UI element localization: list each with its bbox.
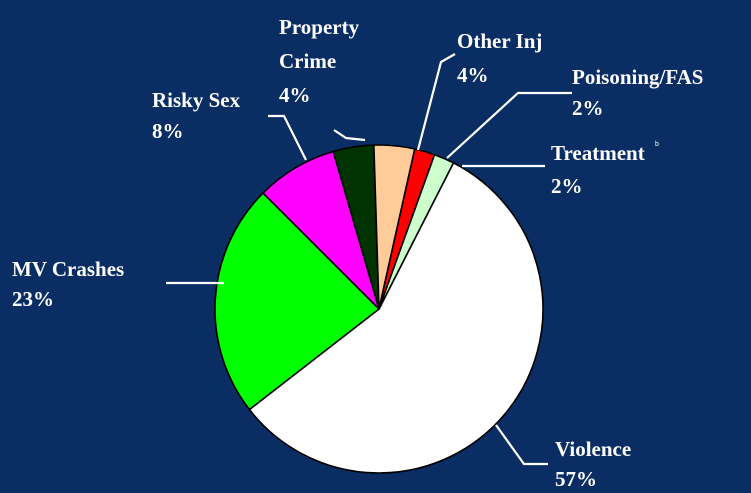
label-property-crime: Property Crime 4% <box>279 15 360 107</box>
pie-slice-violence <box>248 161 544 474</box>
label-risky-sex-percent: 8% <box>152 119 184 143</box>
stray-mark: b <box>655 141 659 148</box>
label-mv-crashes: MV Crashes 23% <box>12 257 124 311</box>
leader-lines <box>166 53 572 466</box>
label-other-inj: Other Inj 4% <box>457 29 542 87</box>
pie-slice-treatment <box>378 153 455 310</box>
label-risky-sex: Risky Sex 8% <box>152 88 241 143</box>
label-violence: Violence 57% <box>555 437 631 491</box>
leader-line-violence <box>495 424 548 466</box>
label-poisoning-fas-percent: 2% <box>572 96 604 120</box>
label-treatment: Treatment 2% <box>551 141 645 198</box>
leader-line-property-crime <box>333 129 366 142</box>
leader-line-other-inj <box>416 53 456 151</box>
label-property-crime-line2: Crime <box>279 49 336 73</box>
pie-slices <box>214 144 544 474</box>
label-violence-percent: 57% <box>555 467 597 491</box>
leader-line-risky-sex <box>268 114 307 161</box>
leader-line-poisoning-fas <box>446 91 572 159</box>
pie-slice-mv-crashes <box>214 191 381 411</box>
label-treatment-percent: 2% <box>551 174 583 198</box>
label-risky-sex-name: Risky Sex <box>152 88 241 112</box>
label-mv-crashes-percent: 23% <box>12 287 54 311</box>
label-mv-crashes-name: MV Crashes <box>12 257 124 281</box>
label-property-crime-percent: 4% <box>279 83 311 107</box>
label-other-inj-name: Other Inj <box>457 29 542 53</box>
label-poisoning-fas-name: Poisoning/FAS <box>572 65 703 89</box>
label-poisoning-fas: Poisoning/FAS 2% <box>572 65 703 120</box>
label-other-inj-percent: 4% <box>457 63 489 87</box>
label-treatment-name: Treatment <box>551 141 645 165</box>
label-violence-name: Violence <box>555 437 631 461</box>
label-property-crime-line1: Property <box>279 15 360 39</box>
